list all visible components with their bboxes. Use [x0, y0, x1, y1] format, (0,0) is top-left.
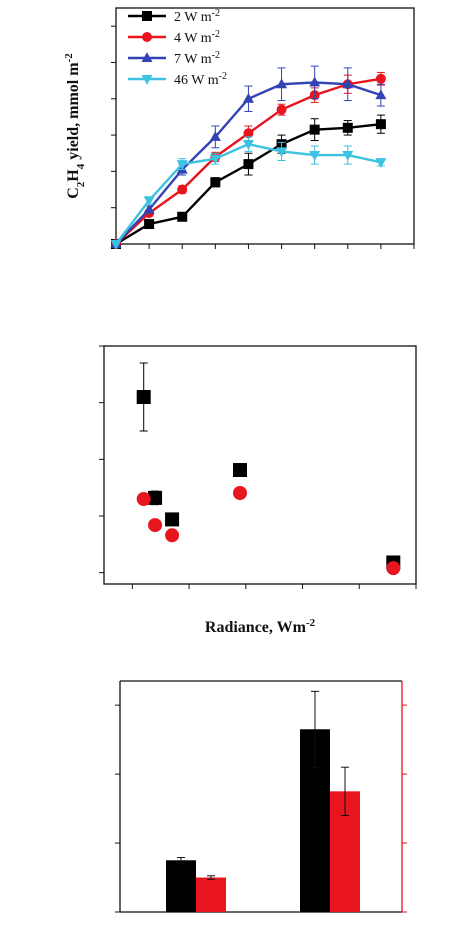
data-point [375, 119, 386, 130]
legend-marker [233, 463, 247, 477]
legend-label: 2 W m-2 [174, 8, 220, 26]
bar [196, 877, 226, 912]
data-point [210, 177, 221, 188]
plot-frame [115, 7, 415, 245]
legend-label-superscript: -2 [212, 8, 220, 19]
x-axis-title-superscript: -2 [306, 617, 316, 629]
data-point [143, 196, 155, 207]
y-axis-title: C2H4 yield, mmol m-2 [63, 53, 87, 199]
y-axis-title-subscript: 2 [75, 181, 87, 187]
y-axis-title-subscript: 4 [75, 163, 87, 169]
error-bar [177, 857, 185, 864]
data-point [136, 390, 151, 404]
data-point [177, 184, 188, 195]
legend-label: 4 W m-2 [174, 29, 220, 47]
panel-b: Radiance, Wm-2 [99, 345, 417, 636]
data-point [143, 203, 155, 214]
error-bar [207, 875, 215, 880]
data-point [342, 151, 354, 161]
data-point [176, 160, 188, 170]
x-axis-title: Radiance, Wm-2 [205, 617, 316, 636]
data-point [110, 240, 122, 250]
data-point [209, 131, 221, 141]
data-point [375, 73, 386, 84]
legend-label-superscript: -2 [212, 50, 220, 61]
data-point [136, 492, 151, 506]
bar [166, 860, 196, 912]
data-point [386, 561, 401, 576]
data-point [276, 104, 287, 115]
data-point [276, 78, 288, 89]
legend-label-text: 2 W m [174, 10, 212, 25]
y-axis-title-part: H [65, 169, 82, 182]
legend-label-superscript: -2 [212, 29, 220, 40]
series-1 [136, 492, 401, 576]
data-point [309, 76, 321, 87]
series-3 [110, 136, 387, 250]
data-point [209, 154, 221, 165]
legend-marker [141, 52, 153, 62]
data-point [309, 124, 320, 135]
error-bar [341, 766, 349, 816]
data-point [375, 89, 387, 100]
data-point [177, 211, 188, 222]
legend-marker [142, 11, 152, 21]
data-point [309, 151, 321, 161]
x-axis-title-text: Radiance, Wm [205, 619, 307, 636]
legend-label-text: 4 W m [174, 31, 212, 46]
data-point [243, 159, 254, 170]
legend: 2 W m-24 W m-27 W m-246 W m-2 [128, 8, 227, 89]
data-point [144, 219, 155, 230]
data-point [165, 528, 180, 543]
panel-a: C2H4 yield, mmol m-22 W m-24 W m-27 W m-… [63, 7, 415, 250]
data-point [276, 147, 288, 158]
legend-marker [142, 32, 152, 42]
y-axis-title-part: yield, mmol m [65, 62, 82, 164]
data-point [342, 122, 353, 133]
legend-label: 46 W m-2 [174, 71, 227, 89]
legend-marker [233, 486, 247, 500]
legend-label: 7 W m-2 [174, 50, 220, 68]
y-axis-title-superscript: -2 [63, 53, 75, 63]
data-point [148, 518, 163, 533]
legend [233, 463, 247, 500]
y-axis-title-part: C [65, 187, 82, 199]
data-point [165, 512, 180, 527]
data-point [242, 93, 254, 103]
error-bar [311, 690, 319, 768]
data-point [243, 128, 254, 139]
data-point [242, 140, 254, 150]
legend-label-text: 46 W m [174, 73, 219, 88]
data-point [342, 78, 354, 89]
panel-c [115, 680, 407, 913]
plot-frame [103, 345, 417, 585]
data-point [375, 158, 387, 169]
legend-label-text: 7 W m [174, 52, 212, 67]
legend-label-superscript: -2 [219, 71, 227, 82]
legend-marker [141, 75, 153, 85]
data-point [148, 490, 163, 505]
